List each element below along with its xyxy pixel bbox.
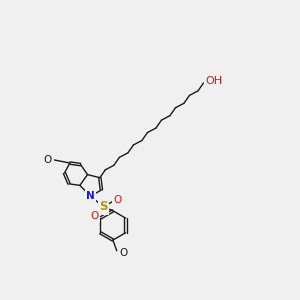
Text: S: S bbox=[100, 200, 108, 213]
Text: OH: OH bbox=[205, 76, 222, 86]
Text: O: O bbox=[43, 155, 51, 165]
Text: O: O bbox=[113, 195, 122, 205]
Text: O: O bbox=[90, 211, 99, 221]
Text: N: N bbox=[86, 191, 95, 201]
Text: O: O bbox=[120, 248, 128, 258]
